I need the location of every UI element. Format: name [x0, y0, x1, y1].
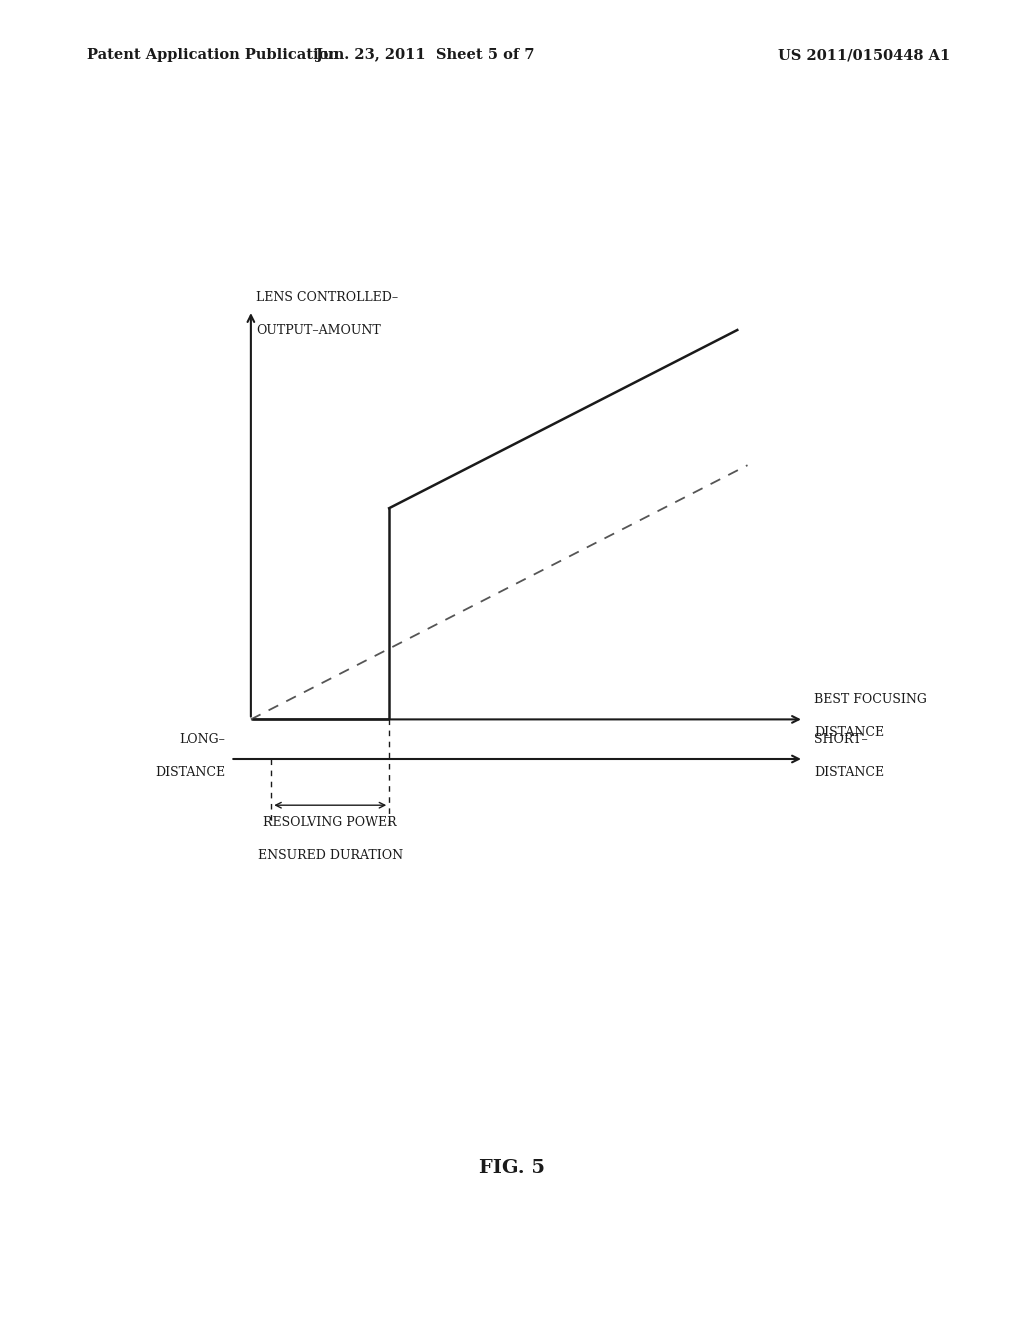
Text: DISTANCE: DISTANCE [814, 726, 884, 739]
Text: ENSURED DURATION: ENSURED DURATION [258, 849, 402, 862]
Text: DISTANCE: DISTANCE [814, 766, 884, 779]
Text: OUTPUT–AMOUNT: OUTPUT–AMOUNT [256, 323, 381, 337]
Text: SHORT–: SHORT– [814, 733, 867, 746]
Text: BEST FOCUSING: BEST FOCUSING [814, 693, 927, 706]
Text: US 2011/0150448 A1: US 2011/0150448 A1 [778, 49, 950, 62]
Text: Jun. 23, 2011  Sheet 5 of 7: Jun. 23, 2011 Sheet 5 of 7 [315, 49, 535, 62]
Text: DISTANCE: DISTANCE [156, 766, 225, 779]
Text: RESOLVING POWER: RESOLVING POWER [263, 816, 397, 829]
Text: LENS CONTROLLED–: LENS CONTROLLED– [256, 290, 398, 304]
Text: FIG. 5: FIG. 5 [479, 1159, 545, 1177]
Text: Patent Application Publication: Patent Application Publication [87, 49, 339, 62]
Text: LONG–: LONG– [179, 733, 225, 746]
